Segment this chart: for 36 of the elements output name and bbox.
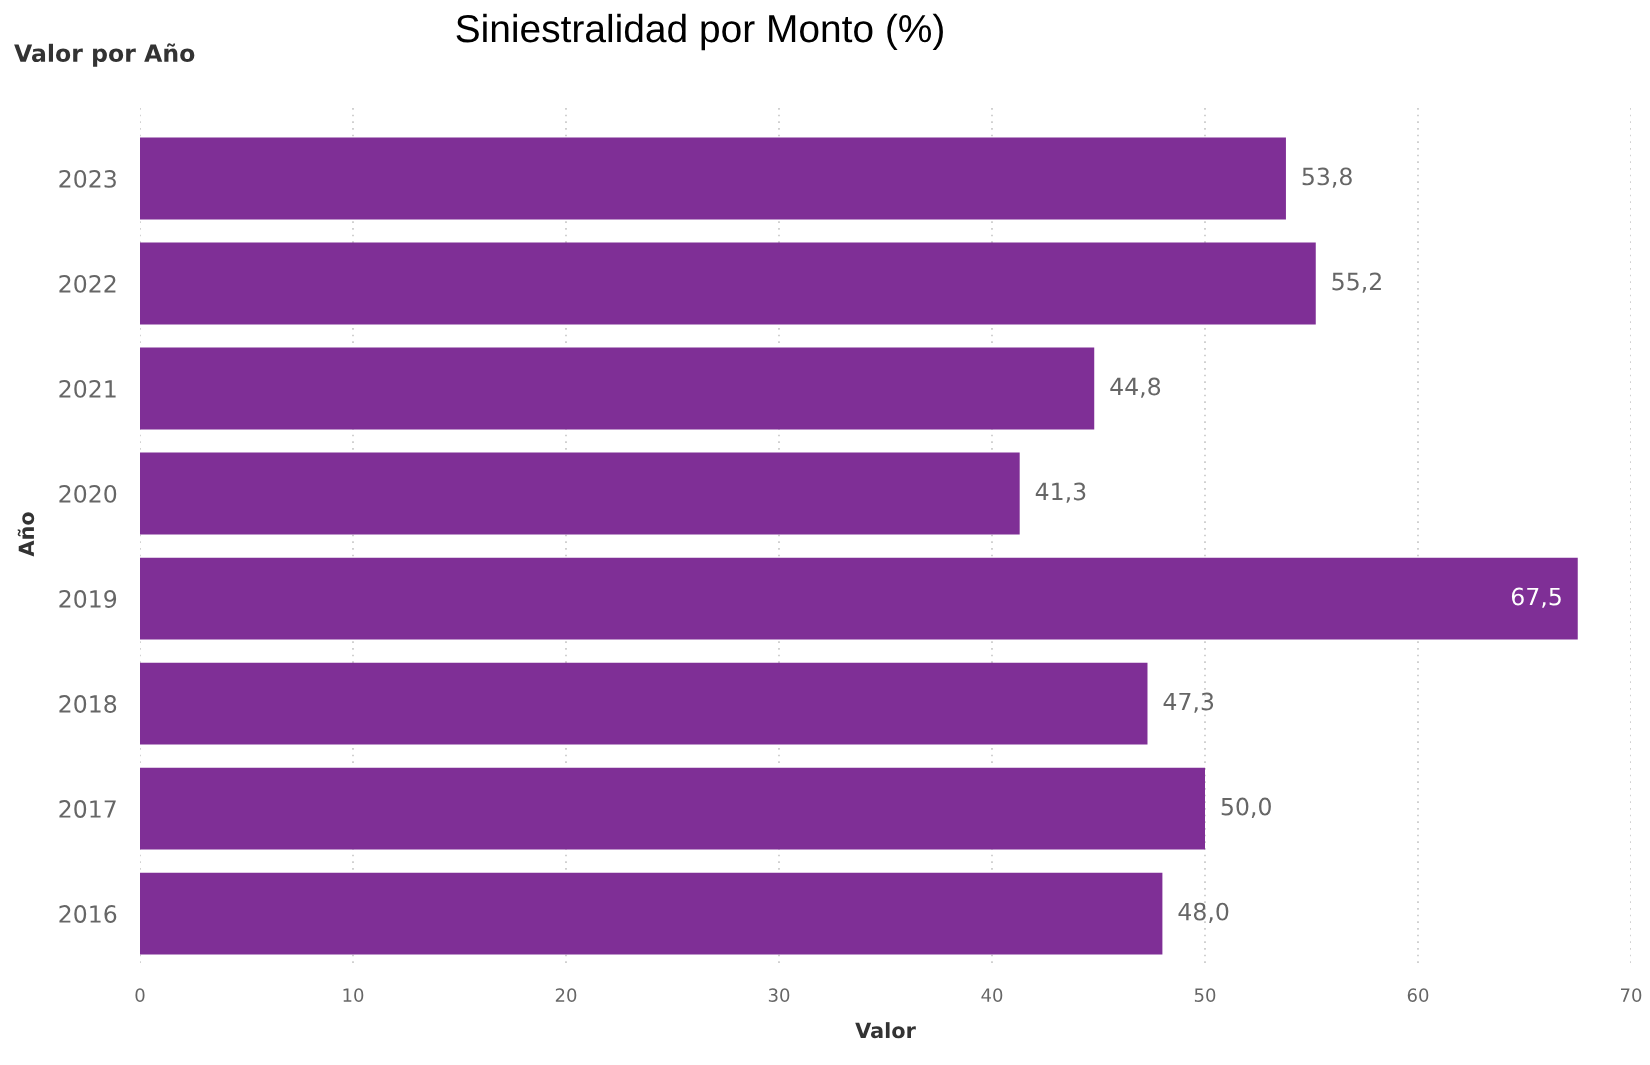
data-label: 47,3 (1163, 692, 1214, 713)
y-tick-label: 2019 (59, 590, 117, 608)
x-tick-label: 70 (1620, 988, 1642, 1002)
y-tick-label: 2016 (59, 905, 117, 923)
chart-subtitle: Valor por Año (14, 43, 195, 67)
y-tick-label: 2022 (59, 274, 116, 293)
x-tick-label: 0 (135, 988, 145, 1002)
y-tick-label: 2017 (59, 800, 116, 818)
y-tick-label: 2018 (59, 695, 117, 713)
y-axis-title: Año (17, 512, 35, 557)
bar (140, 557, 1578, 640)
bar (140, 242, 1316, 325)
x-tick-label: 50 (1194, 988, 1216, 1002)
x-tick-label: 20 (555, 988, 577, 1002)
data-label: 53,8 (1302, 167, 1352, 188)
y-tick-label: 2020 (59, 485, 117, 503)
chart-title: Siniestralidad por Monto (%) (456, 13, 943, 51)
x-tick-label: 60 (1407, 988, 1429, 1002)
y-tick-label: 2023 (59, 169, 116, 188)
x-tick-label: 30 (768, 988, 790, 1002)
x-tick-label: 40 (981, 988, 1003, 1002)
bar (140, 452, 1020, 535)
bar (140, 872, 1163, 955)
data-label: 44,8 (1110, 377, 1161, 398)
bar (140, 347, 1095, 430)
data-label: 67,5 (1511, 587, 1561, 608)
bar (140, 137, 1286, 220)
data-label: 55,2 (1332, 272, 1381, 293)
y-tick-label: 2021 (59, 380, 116, 398)
x-axis-title: Valor (855, 1022, 916, 1039)
x-tick-label: 10 (343, 988, 364, 1002)
data-label: 48,0 (1178, 902, 1229, 923)
bar (140, 767, 1205, 850)
data-label: 50,0 (1221, 797, 1271, 818)
bar (140, 662, 1148, 745)
data-label: 41,3 (1035, 482, 1086, 503)
